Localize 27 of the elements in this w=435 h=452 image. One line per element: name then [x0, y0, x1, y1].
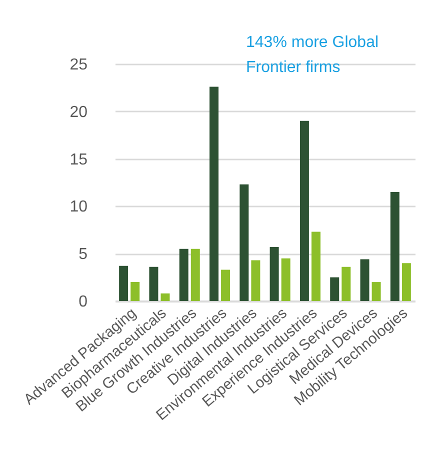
- bar: [251, 260, 260, 301]
- bar: [330, 277, 340, 301]
- bar: [360, 259, 370, 301]
- bar: [221, 270, 230, 301]
- bar: [402, 263, 411, 301]
- y-tick-label: 25: [70, 56, 88, 74]
- bar: [190, 248, 200, 301]
- bar: [130, 282, 140, 301]
- bar: [372, 282, 381, 301]
- annotation: 143% more Global Frontier firms: [246, 34, 379, 76]
- bar: [311, 232, 320, 301]
- bar: [210, 86, 219, 301]
- y-tick-label: 20: [70, 104, 88, 121]
- bar: [179, 248, 188, 301]
- bar: [270, 246, 279, 301]
- y-tick-label: 15: [70, 151, 88, 168]
- bar: [281, 258, 290, 301]
- y-tick-label: 0: [78, 294, 88, 310]
- bar: [342, 266, 351, 301]
- bar: [149, 266, 158, 301]
- bar: [390, 192, 400, 301]
- bar: [300, 120, 309, 301]
- bar: [240, 184, 249, 301]
- y-tick-label: 5: [78, 246, 88, 264]
- bar: [160, 293, 170, 301]
- bar: [119, 266, 128, 301]
- y-tick-label: 10: [70, 198, 88, 216]
